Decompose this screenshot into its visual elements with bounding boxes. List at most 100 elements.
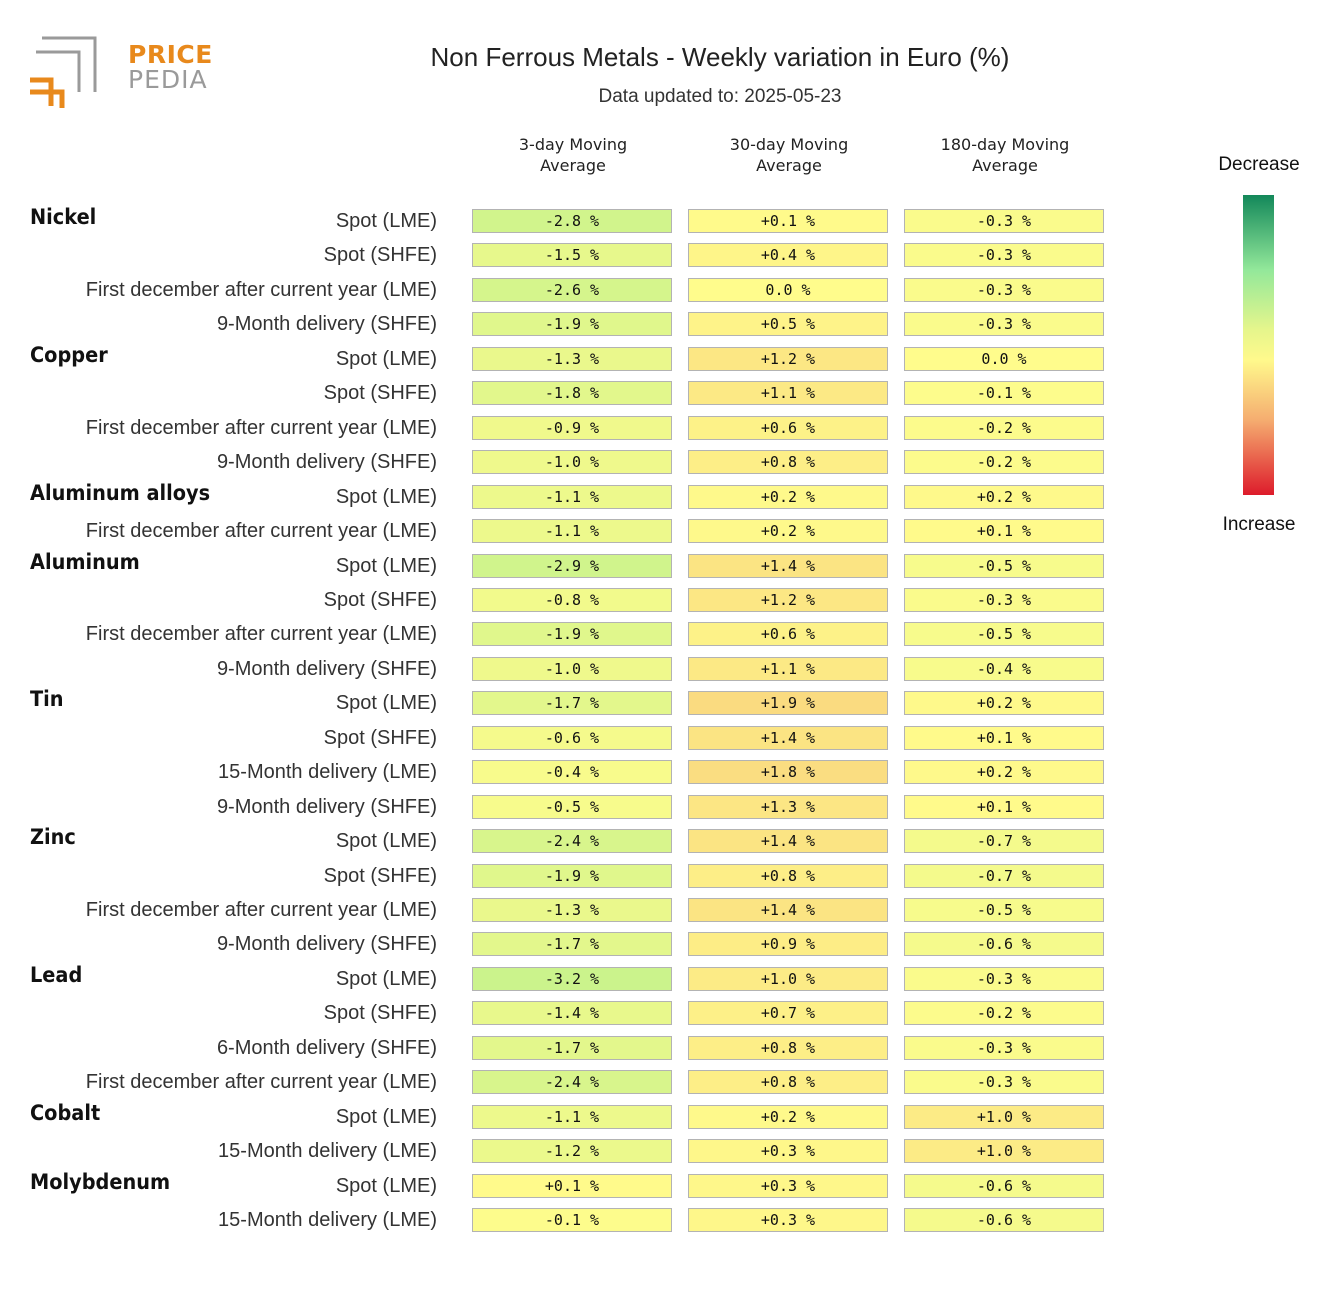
heatmap-cell: -2.9 %: [472, 553, 672, 578]
heatmap-cell: -1.9 %: [472, 863, 672, 888]
heatmap-cell: +0.4 %: [688, 243, 888, 268]
heatmap-cell: -1.9 %: [472, 622, 672, 647]
heatmap-cell: +0.6 %: [688, 415, 888, 440]
metal-group-label: Copper: [30, 342, 108, 367]
logo-text-price: PRICE: [128, 40, 213, 69]
heatmap-cell: -1.1 %: [472, 1104, 672, 1129]
heatmap-cell: -0.4 %: [472, 760, 672, 785]
heatmap-cell: -0.5 %: [472, 794, 672, 819]
row-label: Spot (LME): [335, 347, 437, 370]
heatmap-cell: +0.2 %: [904, 760, 1104, 785]
column-header-180day: 180-day Moving Average: [904, 134, 1106, 176]
heatmap-cell: +0.9 %: [688, 932, 888, 957]
row-label: First december after current year (LME): [85, 1071, 437, 1094]
heatmap-cell: -0.6 %: [904, 1208, 1104, 1233]
heatmap-cell: +1.4 %: [688, 829, 888, 854]
heatmap-cell: -0.3 %: [904, 966, 1104, 991]
column-header-line: Average: [540, 156, 606, 175]
heatmap-cell: +1.3 %: [688, 794, 888, 819]
heatmap-cell: -0.3 %: [904, 1070, 1104, 1095]
heatmap-cell: -1.1 %: [472, 519, 672, 544]
heatmap-cell: 0.0 %: [688, 277, 888, 302]
row-label: 9-Month delivery (SHFE): [216, 451, 437, 474]
heatmap-cell: +0.3 %: [688, 1139, 888, 1164]
heatmap-cell: -0.6 %: [904, 1173, 1104, 1198]
heatmap-cell: +0.3 %: [688, 1173, 888, 1198]
row-label: 9-Month delivery (SHFE): [216, 313, 437, 336]
row-label: Spot (LME): [335, 967, 437, 990]
heatmap-cell: +1.0 %: [688, 966, 888, 991]
metal-group-label: Nickel: [30, 205, 97, 229]
heatmap-cell: -1.2 %: [472, 1139, 672, 1164]
heatmap-cell: +0.2 %: [688, 1104, 888, 1129]
heatmap-cell: +0.2 %: [688, 519, 888, 544]
heatmap-cell: -2.6 %: [472, 277, 672, 302]
logo-text-pedia: PEDIA: [128, 65, 208, 94]
metal-group-label: Aluminum alloys: [30, 480, 211, 505]
row-label: 9-Month delivery (SHFE): [216, 795, 437, 818]
row-label: Spot (SHFE): [323, 588, 437, 611]
column-header-line: 30-day Moving: [729, 135, 849, 154]
row-label: Spot (SHFE): [323, 864, 437, 887]
column-header-line: 180-day Moving: [940, 135, 1070, 154]
heatmap-cell: +0.5 %: [688, 312, 888, 337]
row-label: 15-Month delivery (LME): [218, 1209, 437, 1232]
heatmap-cell: +0.1 %: [904, 725, 1104, 750]
column-header-line: 3-day Moving: [518, 135, 628, 154]
heatmap-cell: -0.5 %: [904, 553, 1104, 578]
heatmap-cell: -0.8 %: [472, 587, 672, 612]
heatmap-cell: -0.4 %: [904, 656, 1104, 681]
heatmap-cell: +0.1 %: [904, 519, 1104, 544]
row-label: First december after current year (LME): [85, 520, 437, 543]
column-header-line: Average: [756, 156, 822, 175]
chart-subtitle: Data updated to: 2025-05-23: [598, 86, 842, 107]
legend-color-bar: [1243, 195, 1274, 495]
heatmap-cell: -0.1 %: [472, 1208, 672, 1233]
row-label: Spot (LME): [335, 210, 437, 232]
metal-group-label: Zinc: [30, 825, 76, 850]
heatmap-cell: +0.8 %: [688, 1070, 888, 1095]
heatmap-cell: -1.3 %: [472, 898, 672, 922]
heatmap-cell: +0.3 %: [688, 1208, 888, 1233]
heatmap-cell: -0.3 %: [904, 277, 1104, 302]
heatmap-cell: -1.1 %: [472, 484, 672, 509]
heatmap-cell: +1.2 %: [688, 587, 888, 612]
heatmap-cell: +0.8 %: [688, 863, 888, 888]
column-header-line: Average: [972, 156, 1038, 175]
heatmap-cell: +1.1 %: [688, 381, 888, 406]
heatmap-cell: -0.2 %: [904, 1001, 1104, 1026]
heatmap-cell: -0.3 %: [904, 1035, 1104, 1060]
heatmap-cell: -1.7 %: [472, 691, 672, 716]
metal-group-label: Aluminum: [30, 549, 140, 574]
row-label: Spot (LME): [335, 830, 437, 853]
heatmap-cell: -1.3 %: [472, 346, 672, 371]
heatmap-cell: -0.7 %: [904, 829, 1104, 854]
heatmap-cell: -1.7 %: [472, 932, 672, 957]
metal-group-label: Cobalt: [30, 1100, 101, 1125]
heatmap-cell: -0.6 %: [904, 932, 1104, 957]
column-header-3day: 3-day Moving Average: [472, 134, 674, 176]
heatmap-cell: +1.2 %: [688, 346, 888, 371]
row-label: 15-Month delivery (LME): [218, 761, 437, 784]
row-label: 9-Month delivery (SHFE): [216, 657, 437, 680]
heatmap-cell: -0.9 %: [472, 415, 672, 440]
heatmap-cell: +1.4 %: [688, 898, 888, 922]
heatmap-cell: +1.9 %: [688, 691, 888, 716]
heatmap-cell: +1.4 %: [688, 725, 888, 750]
heatmap-cell: +0.6 %: [688, 622, 888, 647]
heatmap-cell: +0.8 %: [688, 1035, 888, 1060]
heatmap-cell: +0.2 %: [904, 691, 1104, 716]
heatmap-cell: +0.1 %: [472, 1173, 672, 1198]
heatmap-cell: -1.0 %: [472, 656, 672, 681]
row-label: Spot (SHFE): [323, 244, 437, 267]
heatmap-cell: -1.0 %: [472, 450, 672, 475]
row-label: Spot (LME): [335, 485, 437, 508]
row-label: Spot (LME): [335, 1105, 437, 1128]
row-label: First december after current year (LME): [85, 899, 437, 921]
legend-gradient: [1243, 195, 1274, 495]
heatmap-cell: -0.2 %: [904, 415, 1104, 440]
heatmap-cell: -2.8 %: [472, 209, 672, 233]
row-label: First december after current year (LME): [85, 623, 437, 646]
pricepedia-logo: PRICE PEDIA: [28, 36, 212, 111]
heatmap-cell: -1.9 %: [472, 312, 672, 337]
